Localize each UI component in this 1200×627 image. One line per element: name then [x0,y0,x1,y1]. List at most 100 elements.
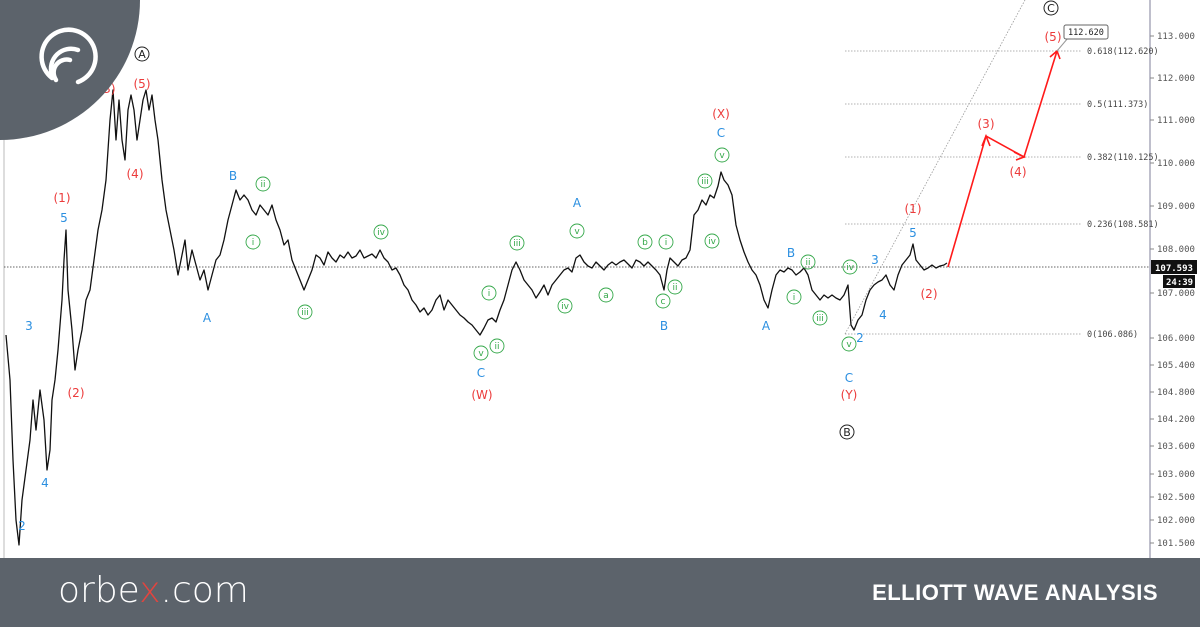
svg-text:(2): (2) [68,386,85,400]
svg-text:A: A [762,319,771,333]
svg-text:i: i [252,238,255,248]
svg-text:111.000: 111.000 [1157,116,1195,126]
svg-text:112.620: 112.620 [1068,28,1104,38]
svg-text:106.000: 106.000 [1157,334,1195,344]
svg-text:102.000: 102.000 [1157,516,1195,526]
svg-text:4: 4 [41,476,49,490]
svg-text:iv: iv [377,228,386,238]
wave-labels-green [245,147,858,361]
target-callout: 112.620 [1056,24,1109,52]
svg-text:b: b [642,238,648,248]
trend-line[interactable] [844,0,1026,335]
svg-text:(5): (5) [134,77,151,91]
svg-text:iii: iii [816,314,824,324]
fib-05-label: 0.5(111.373) [1087,100,1148,110]
svg-text:101.500: 101.500 [1157,539,1195,549]
price-chart[interactable]: 113.000 112.000 111.000 110.000 109.000 … [0,0,1200,558]
svg-text:iv: iv [708,237,717,247]
svg-text:i: i [488,289,491,299]
wave-label-primary-C: C [1043,0,1059,16]
svg-text:5: 5 [909,226,917,240]
svg-text:A: A [138,48,146,61]
svg-text:iv: iv [561,302,570,312]
wave-labels-blue: 2 3 4 5 A B C A B C A B C 2 3 4 5 [18,126,917,533]
svg-text:103.000: 103.000 [1157,470,1195,480]
svg-text:(5): (5) [1045,30,1062,44]
svg-text:103.600: 103.600 [1157,442,1195,452]
svg-text:4: 4 [879,308,887,322]
current-price-badge: 107.593 [1151,260,1197,274]
brand-wordmark[interactable]: orbex.com [58,570,249,611]
svg-text:iv: iv [846,263,855,273]
svg-text:ii: ii [805,258,810,268]
svg-text:108.000: 108.000 [1157,245,1195,255]
projection-arrows[interactable] [947,49,1061,268]
fibonacci-levels[interactable] [845,50,1082,335]
svg-text:C: C [1047,2,1055,15]
svg-text:104.200: 104.200 [1157,415,1195,425]
orbex-swirl-icon [39,27,98,85]
svg-text:(4): (4) [1010,165,1027,179]
orbex-logo-corner [0,0,140,140]
fib-0236-label: 0.236(108.581) [1087,220,1159,230]
svg-text:(2): (2) [921,287,938,301]
svg-text:i: i [793,293,796,303]
svg-text:C: C [717,126,725,140]
svg-text:(X): (X) [712,107,730,121]
svg-text:C: C [477,366,485,380]
svg-text:110.000: 110.000 [1157,159,1195,169]
svg-text:3: 3 [25,319,33,333]
footer-banner: orbex.com ELLIOTT WAVE ANALYSIS [0,558,1200,627]
svg-text:107.000: 107.000 [1157,289,1195,299]
countdown-badge: 24:39 [1163,275,1195,288]
svg-text:i: i [665,238,668,248]
fib-0618-label: 0.618(112.620) [1087,47,1159,57]
svg-text:112.000: 112.000 [1157,74,1195,84]
svg-text:v: v [846,340,852,350]
svg-text:C: C [845,371,853,385]
svg-text:2: 2 [856,331,864,345]
svg-text:v: v [719,151,725,161]
svg-text:2: 2 [18,519,26,533]
svg-text:ii: ii [260,180,265,190]
svg-text:(3): (3) [978,117,995,131]
fib-0-label: 0(106.086) [1087,330,1138,340]
svg-text:iii: iii [513,239,521,249]
price-series [5,89,948,546]
wave-labels-red: (1) (2) (3) (4) (5) (W) (X) (Y) (1) (2) … [54,30,1062,402]
svg-text:B: B [660,319,668,333]
svg-text:a: a [603,291,609,301]
svg-text:107.593: 107.593 [1155,264,1193,274]
wave-label-primary-B: B [839,424,855,440]
svg-text:113.000: 113.000 [1157,32,1195,42]
svg-text:(1): (1) [54,191,71,205]
svg-text:ii: ii [672,283,677,293]
svg-text:109.000: 109.000 [1157,202,1195,212]
svg-text:(4): (4) [127,167,144,181]
svg-text:c: c [661,297,666,307]
banner-title: ELLIOTT WAVE ANALYSIS [872,580,1158,605]
svg-text:iii: iii [301,308,309,318]
svg-text:A: A [573,196,582,210]
price-axis[interactable]: 113.000 112.000 111.000 110.000 109.000 … [1150,32,1195,549]
svg-text:104.800: 104.800 [1157,388,1195,398]
svg-text:102.500: 102.500 [1157,493,1195,503]
svg-text:A: A [203,311,212,325]
wave-label-primary-A: A [134,46,150,62]
fib-0382-label: 0.382(110.125) [1087,153,1159,163]
svg-text:24:39: 24:39 [1166,278,1193,288]
svg-text:v: v [478,349,484,359]
svg-text:B: B [843,426,851,439]
svg-text:iii: iii [701,177,709,187]
svg-text:(1): (1) [905,202,922,216]
svg-text:5: 5 [60,211,68,225]
svg-text:v: v [574,227,580,237]
svg-text:(Y): (Y) [841,388,858,402]
svg-text:3: 3 [871,253,879,267]
svg-text:ii: ii [494,342,499,352]
svg-text:B: B [787,246,795,260]
svg-text:105.400: 105.400 [1157,361,1195,371]
svg-text:B: B [229,169,237,183]
svg-text:(W): (W) [471,388,492,402]
